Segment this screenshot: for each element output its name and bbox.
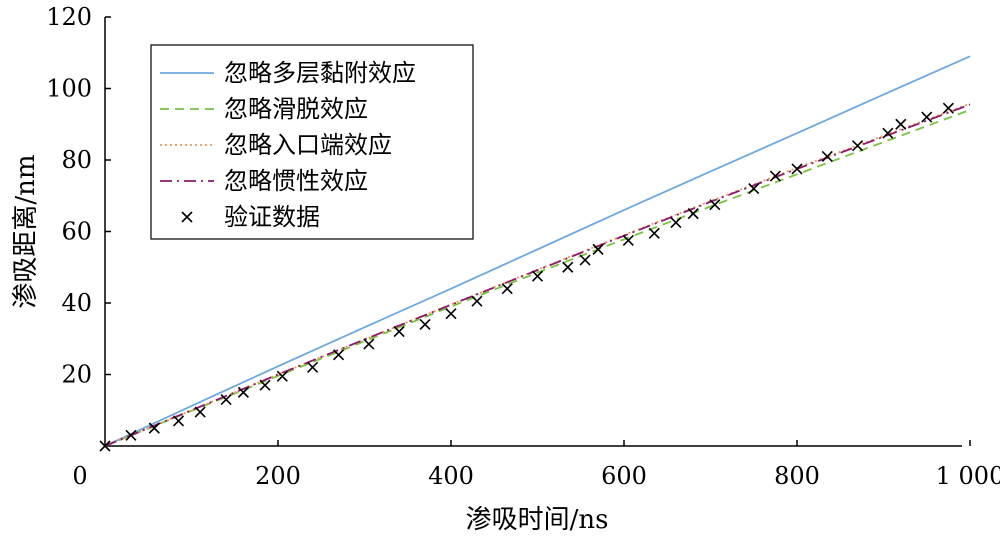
series-0 xyxy=(104,55,971,447)
legend-item: 忽略惯性效应 xyxy=(160,167,368,195)
data-point-marker xyxy=(259,379,271,391)
data-point-marker xyxy=(419,318,431,331)
series-line xyxy=(104,55,971,447)
data-point-marker xyxy=(942,102,954,114)
data-point-marker xyxy=(393,326,405,338)
data-point-marker xyxy=(125,429,137,441)
data-point-marker xyxy=(276,370,288,382)
data-point-marker xyxy=(687,208,699,220)
x-tick-label: 800 xyxy=(774,462,820,490)
y-tick-label: 60 xyxy=(61,218,92,246)
y-tick-label: 40 xyxy=(61,289,92,317)
data-point-marker xyxy=(748,183,760,195)
series-line xyxy=(104,109,971,447)
legend-label: 忽略滑脱效应 xyxy=(224,95,368,123)
legend-label: 忽略多层黏附效应 xyxy=(224,59,416,87)
legend-box xyxy=(150,44,474,240)
series-4 xyxy=(99,102,954,452)
legend-swatch xyxy=(181,211,193,223)
data-point-marker xyxy=(307,361,319,373)
x-tick-label: 400 xyxy=(428,462,474,490)
data-point-marker xyxy=(921,111,933,123)
data-point-marker xyxy=(769,170,781,182)
data-point-marker xyxy=(471,295,483,307)
data-point-marker xyxy=(237,386,249,398)
data-point-marker xyxy=(579,254,591,266)
x-tick-label: 1 000 xyxy=(936,462,1000,490)
legend-item: 忽略多层黏附效应 xyxy=(160,59,416,87)
data-point-marker xyxy=(562,261,574,273)
data-point-marker xyxy=(670,216,682,229)
data-point-marker xyxy=(895,118,907,130)
data-point-marker xyxy=(592,243,604,255)
legend-label: 验证数据 xyxy=(224,203,320,231)
y-tick-label: 80 xyxy=(61,146,92,174)
data-point-marker xyxy=(148,422,160,434)
data-point-marker xyxy=(445,308,457,320)
data-point-marker xyxy=(622,234,634,247)
data-point-marker xyxy=(709,199,721,211)
x-axis-title: 渗吸时间/ns xyxy=(466,505,609,535)
data-point-marker xyxy=(791,163,803,175)
ticks: 0 200 400 600 800 1 000 20 40 60 80 100 120 xyxy=(46,3,1000,490)
data-point-marker xyxy=(194,406,206,418)
series-layer xyxy=(99,55,971,452)
legend-item: 忽略滑脱效应 xyxy=(160,95,368,123)
x-tick-label: 200 xyxy=(255,462,301,490)
data-point-marker xyxy=(363,338,375,350)
y-tick-label: 120 xyxy=(46,3,92,31)
legend-item: 验证数据 xyxy=(181,203,320,231)
data-point-marker xyxy=(99,440,111,452)
y-axis-title: 渗吸距离/nm xyxy=(11,154,41,308)
data-point-marker xyxy=(648,227,660,239)
x-tick-label: 600 xyxy=(601,462,647,490)
legend-item: 忽略入口端效应 xyxy=(160,131,392,159)
data-point-marker xyxy=(172,415,185,427)
data-point-marker xyxy=(501,283,513,295)
legend-label: 忽略入口端效应 xyxy=(224,131,392,159)
data-point-marker xyxy=(220,393,232,406)
data-point-marker xyxy=(821,150,833,162)
data-point-marker xyxy=(531,270,544,282)
y-tick-label: 100 xyxy=(46,75,92,103)
x-tick-label: 0 xyxy=(72,462,87,490)
data-point-marker xyxy=(882,127,894,139)
y-tick-label: 20 xyxy=(61,361,92,389)
legend-label: 忽略惯性效应 xyxy=(224,167,368,195)
data-point-marker xyxy=(332,349,345,361)
data-point-marker xyxy=(851,140,864,152)
series-1 xyxy=(104,109,971,447)
